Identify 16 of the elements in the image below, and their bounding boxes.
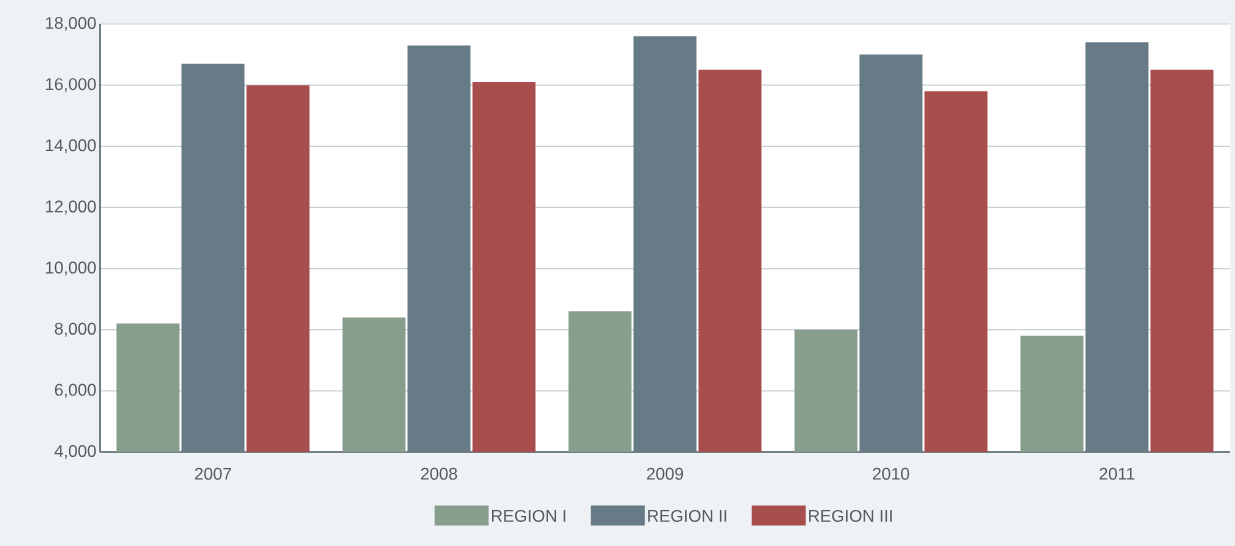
- x-tick-label: 2010: [872, 467, 910, 480]
- y-tick-label: 18,000: [45, 17, 96, 31]
- y-tick-label: 4,000: [54, 445, 96, 459]
- y-tick-label: 6,000: [54, 383, 96, 398]
- x-tick-label: 2011: [1099, 467, 1135, 480]
- y-tick-label: 16,000: [45, 78, 96, 93]
- legend-label: REGION I: [491, 509, 566, 522]
- y-tick-label: 8,000: [54, 322, 96, 337]
- y-tick-label: 10,000: [45, 261, 96, 276]
- x-tick-label: 2009: [647, 467, 684, 480]
- x-tick-label: 2007: [195, 467, 231, 480]
- y-tick-label: 14,000: [45, 139, 96, 154]
- legend-label: REGION II: [648, 509, 727, 522]
- y-tick-label: 12,000: [45, 200, 96, 215]
- legend-label: REGION III: [809, 509, 892, 522]
- x-tick-label: 2008: [421, 467, 458, 480]
